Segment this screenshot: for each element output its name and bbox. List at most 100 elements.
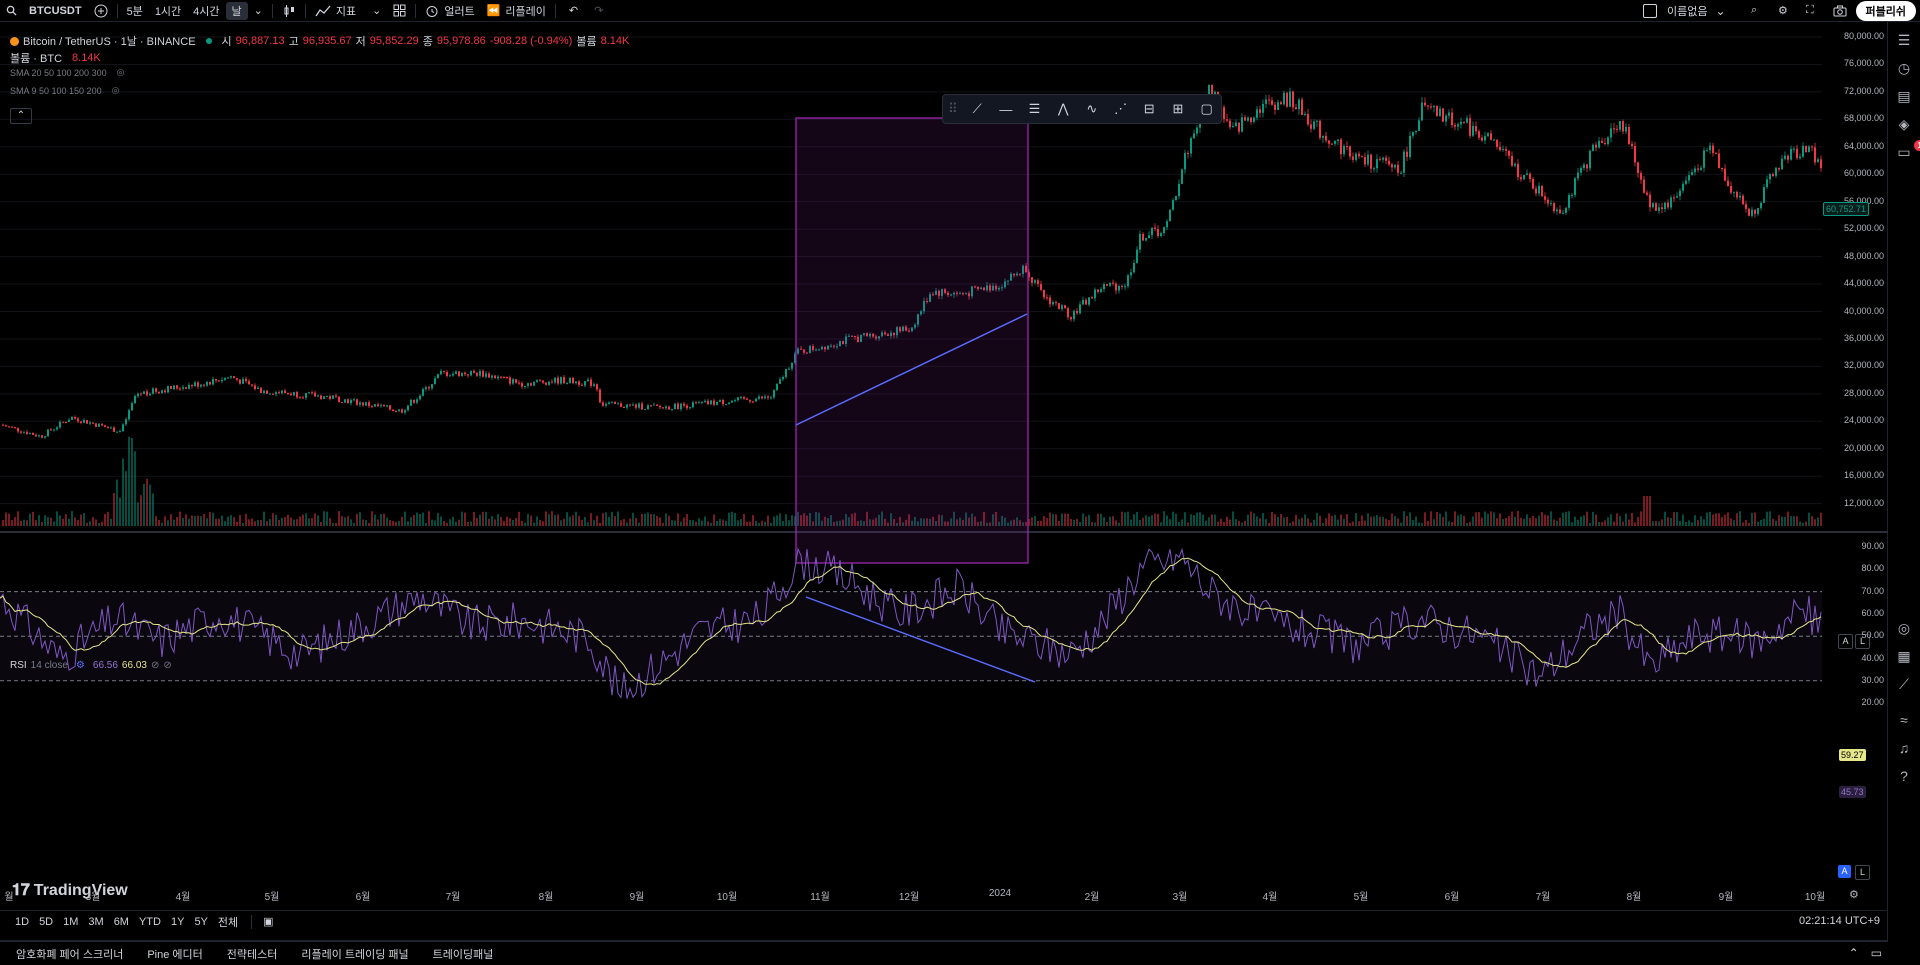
clock[interactable]: 02:21:14 UTC+9 — [1798, 915, 1880, 927]
maximize-panel-icon[interactable]: ▭ — [1870, 946, 1882, 960]
collapse-legend-chevron-icon[interactable]: ⌃ — [10, 108, 32, 124]
chart-canvas[interactable] — [0, 22, 1888, 902]
candle-body — [1385, 157, 1387, 161]
alerts-clock-icon[interactable]: ◷ — [1897, 60, 1911, 76]
calendar-icon[interactable]: ▦ — [1897, 648, 1911, 664]
indicators-button[interactable]: 지표 ⌄ — [309, 0, 387, 22]
period-all[interactable]: 전체 — [217, 916, 239, 929]
horizontal-line-tool-icon[interactable]: — — [999, 101, 1013, 117]
trend-line — [795, 313, 1028, 426]
time-axis[interactable]: 월 3월 4월 5월 6월 7월 8월 9월 10월 11월 12월 2024 2월 3월 4월 5월 6월 7월… — [0, 888, 1888, 904]
period-3m[interactable]: 3M — [88, 915, 104, 928]
signal-feed-icon[interactable]: ≈ — [1900, 712, 1908, 728]
symbol-search-icon[interactable] — [0, 0, 23, 22]
bell-icon[interactable]: ♫ — [1898, 740, 1910, 756]
interval-5m[interactable]: 5분 — [126, 5, 143, 18]
candle-body — [1382, 157, 1384, 160]
period-1m[interactable]: 1M — [63, 915, 79, 928]
watchlist-icon[interactable]: ☰ — [1897, 32, 1911, 48]
volume-bar — [956, 519, 958, 526]
layout-grid-icon[interactable] — [387, 0, 412, 22]
candle-body — [68, 419, 70, 423]
layers-icon[interactable]: ◈ — [1898, 116, 1910, 132]
interval-1d[interactable]: 날 — [225, 1, 248, 20]
tab-trading-panel[interactable]: 트레이딩패널 — [432, 948, 494, 961]
fib-tool-icon[interactable]: ☰ — [1028, 101, 1041, 116]
hidden-eye-icon[interactable]: ◎ — [116, 67, 125, 77]
volume-bar — [1544, 514, 1546, 526]
rsi-settings-icon[interactable]: ⚙ — [75, 660, 85, 671]
interval-1h[interactable]: 1시간 — [154, 5, 182, 18]
volume-bar — [1082, 513, 1084, 526]
volume-bar — [461, 511, 463, 526]
candle-style-icon[interactable] — [276, 0, 302, 22]
period-1d[interactable]: 1D — [15, 915, 30, 928]
long-position-tool-icon[interactable]: ⊟ — [1143, 101, 1155, 116]
undo-icon[interactable]: ↶ — [568, 5, 579, 17]
candle-body — [812, 346, 814, 351]
publish-button[interactable]: 퍼블리쉬 — [1855, 1, 1916, 21]
screenshot-camera-icon[interactable] — [1827, 0, 1853, 22]
tab-replay-trading[interactable]: 리플레이 트레이딩 패널 — [301, 948, 409, 961]
indicators-icon — [315, 5, 331, 16]
period-5y[interactable]: 5Y — [194, 915, 208, 928]
data-window-icon[interactable]: ▤ — [1897, 88, 1911, 104]
volume-bar — [455, 521, 457, 526]
pitchfork-icon[interactable]: ⟋ — [1899, 676, 1909, 692]
hidden-eye-icon[interactable]: ⊘ — [150, 660, 160, 671]
trendline-tool-icon[interactable]: ⟋ — [972, 101, 982, 116]
interval-4h[interactable]: 4시간 — [193, 5, 220, 18]
chart-area[interactable]: Bitcoin / TetherUS · 1날 · BINANCE 시 96,88… — [0, 22, 1888, 902]
auto-scale-button[interactable]: A — [1838, 634, 1853, 649]
sma-legend-1[interactable]: SMA 20 50 100 200 300 ◎ — [10, 67, 124, 78]
candle-body — [1277, 102, 1279, 110]
interval-dropdown-chevron-icon[interactable]: ⌄ — [253, 5, 263, 17]
volume-bar — [1616, 513, 1618, 526]
volume-bar — [1307, 518, 1309, 526]
volume-bar — [413, 515, 415, 526]
expand-panel-chevron-icon[interactable]: ⌃ — [1848, 946, 1859, 960]
short-position-tool-icon[interactable]: ⊞ — [1172, 101, 1184, 116]
fullscreen-icon[interactable]: ⛶ — [1806, 4, 1814, 16]
drag-handle-icon[interactable]: ⠿ — [948, 101, 958, 116]
volume-bar — [527, 513, 529, 526]
volume-bar — [1286, 516, 1288, 526]
hidden-eye-icon[interactable]: ◎ — [111, 85, 120, 95]
projection-tool-icon[interactable]: ⋰ — [1114, 101, 1128, 116]
sma-legend-2[interactable]: SMA 9 50 100 150 200 ◎ — [10, 85, 119, 96]
period-5d[interactable]: 5D — [39, 915, 54, 928]
log-scale-button[interactable]: L — [1855, 634, 1870, 649]
tab-crypto-screener[interactable]: 암호화폐 페어 스크리너 — [16, 948, 124, 961]
candle-body — [1721, 167, 1723, 169]
volume-bar — [614, 516, 616, 526]
rsi-log-scale-button[interactable]: L — [1855, 865, 1870, 880]
pattern-tool-icon[interactable]: ⋀ — [1057, 101, 1069, 116]
candle-body — [947, 292, 949, 296]
layout-selector[interactable]: 이름없음 ⌄ — [1643, 0, 1726, 22]
replay-button[interactable]: ⏪ 리플레이 — [481, 0, 552, 22]
go-to-date-icon[interactable]: ▣ — [263, 916, 274, 928]
volume-bar — [644, 513, 646, 526]
period-ytd[interactable]: YTD — [138, 915, 161, 928]
quick-search-icon[interactable]: ⌕ — [1751, 4, 1758, 16]
symbol-button[interactable]: BTCUSDT — [29, 4, 82, 17]
volume-bar — [1175, 513, 1177, 526]
hidden-eye-icon[interactable]: ⊘ — [163, 660, 172, 671]
help-icon[interactable]: ? — [1900, 768, 1908, 784]
period-1y[interactable]: 1Y — [170, 915, 185, 928]
candle-body — [1307, 114, 1309, 125]
tab-strategy-tester[interactable]: 전략테스터 — [226, 948, 278, 961]
settings-gear-icon[interactable]: ⚙ — [1778, 5, 1788, 17]
alert-button[interactable]: 얼러트 — [419, 0, 480, 22]
target-icon[interactable]: ◎ — [1897, 620, 1911, 636]
redo-icon[interactable]: ↷ — [594, 5, 604, 17]
time-axis-settings-icon[interactable]: ⚙ — [1849, 889, 1859, 901]
rsi-auto-scale-button[interactable]: A — [1838, 865, 1851, 878]
tab-pine-editor[interactable]: Pine 에디터 — [147, 948, 203, 961]
elliott-wave-tool-icon[interactable]: ∿ — [1086, 101, 1098, 116]
rectangle-tool-icon[interactable]: ▢ — [1200, 101, 1213, 116]
chat-icon[interactable]: ▭ 1 — [1896, 140, 1920, 160]
candle-body — [872, 333, 874, 337]
period-6m[interactable]: 6M — [113, 915, 129, 928]
compare-add-icon[interactable] — [88, 0, 114, 22]
